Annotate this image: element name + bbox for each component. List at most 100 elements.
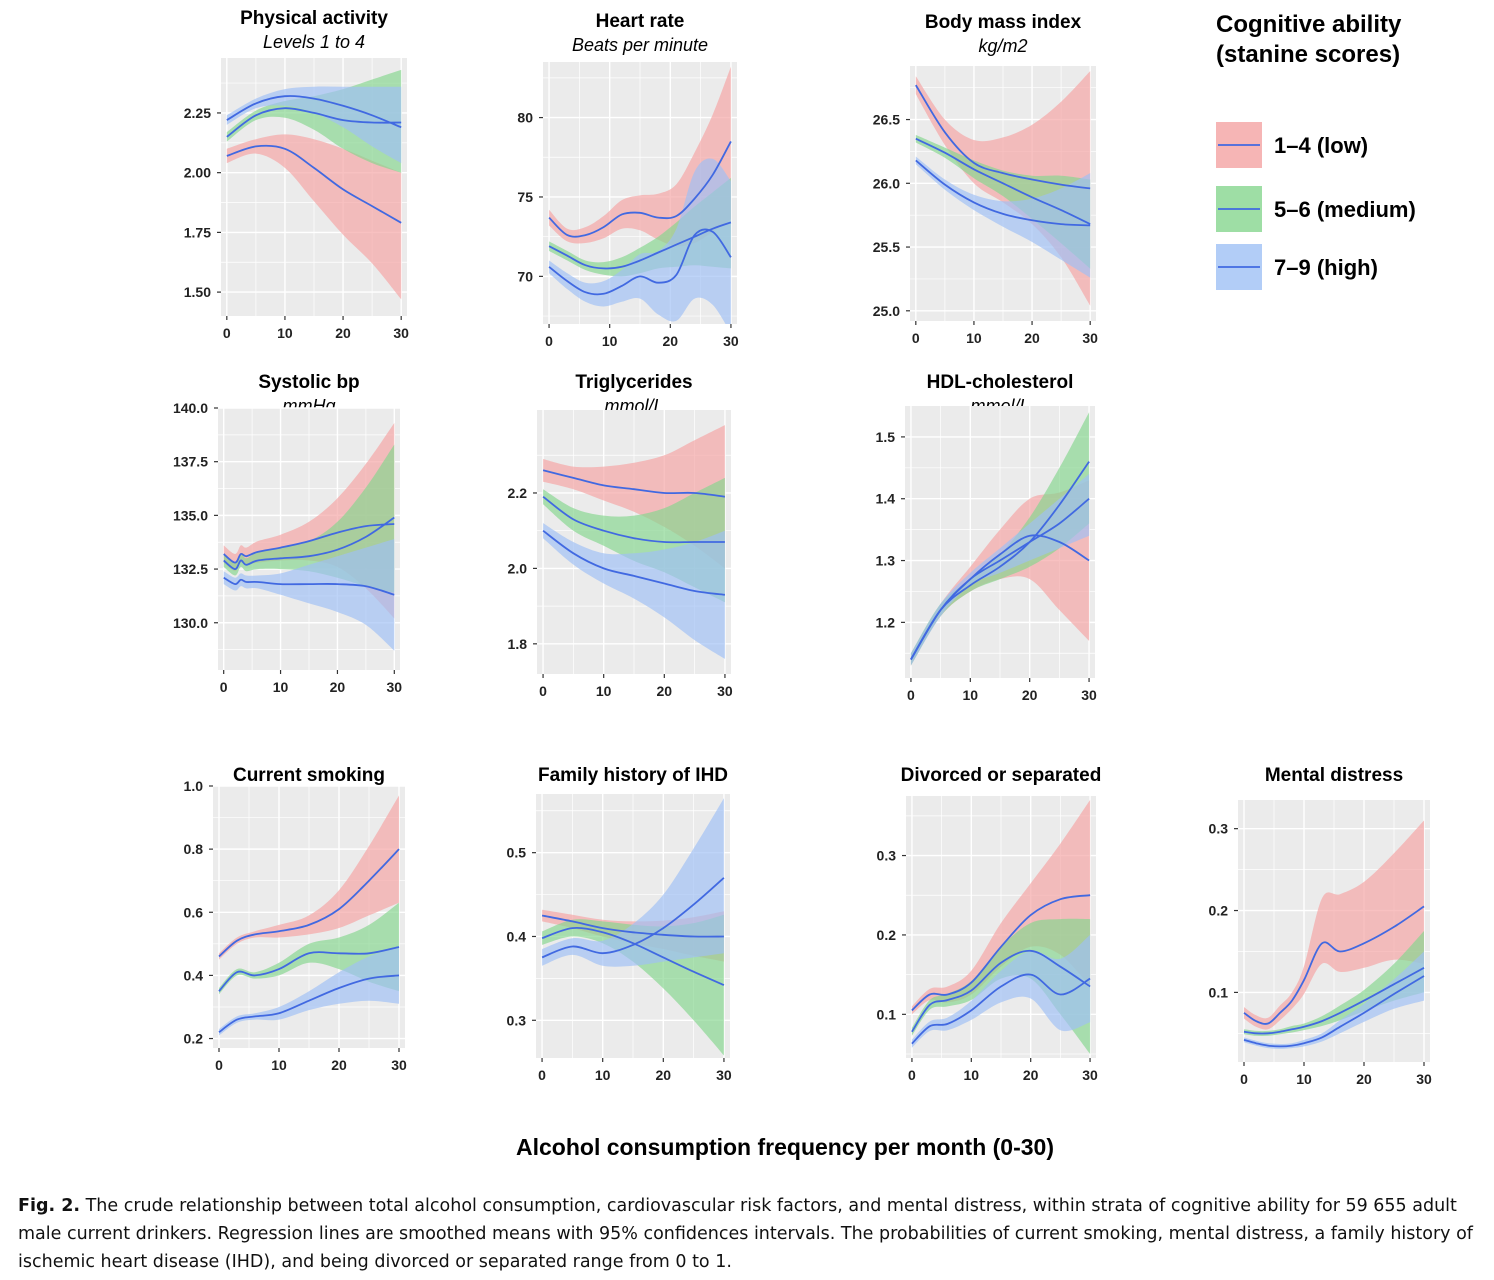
- y-tick-label: 2.25: [184, 105, 211, 121]
- panel-title: Mental distress: [1265, 765, 1403, 786]
- y-tick-label: 80: [517, 110, 533, 126]
- plot-area: [218, 795, 400, 1036]
- ci-band-low: [226, 134, 402, 300]
- ci-band-high: [543, 523, 725, 659]
- axis-ticks: 0 10 20 30 1.2 1.3 1.4 1.5: [876, 429, 1098, 703]
- x-tick-label: 30: [393, 325, 409, 341]
- x-tick-label: 20: [1024, 330, 1040, 346]
- ci-band-high: [223, 539, 395, 651]
- y-tick-label: 0.6: [184, 904, 204, 920]
- panel-current-smoking: Current smoking 0 10 20 30 0.2 0.4 0.6 0.8 1.0: [184, 765, 407, 1073]
- x-tick-label: 10: [271, 1057, 287, 1073]
- plot-area: [223, 423, 395, 651]
- y-tick-label: 25.0: [873, 303, 900, 319]
- mean-line-high: [542, 529, 726, 596]
- panel-subtitle: Beats per minute: [572, 35, 708, 55]
- x-tick-label: 0: [223, 325, 231, 341]
- y-tick-label: 0.1: [877, 1006, 897, 1022]
- x-tick-label: 30: [1082, 1067, 1098, 1083]
- x-tick-label: 20: [335, 325, 351, 341]
- y-tick-label: 0.3: [877, 848, 897, 864]
- mean-line-medium: [218, 946, 400, 992]
- panel-title: Systolic bp: [258, 372, 359, 393]
- legend-item: 1–4 (low): [1216, 122, 1368, 168]
- y-tick-label: 137.5: [173, 454, 208, 470]
- mean-line-medium: [1243, 967, 1425, 1035]
- x-tick-label: 30: [716, 1067, 732, 1083]
- x-tick-label: 10: [966, 330, 982, 346]
- y-tick-label: 1.8: [508, 636, 528, 652]
- mean-line-low: [548, 140, 732, 238]
- plot-area: [910, 412, 1090, 666]
- ci-band-low: [911, 800, 1091, 1015]
- caption-text: The crude relationship between total alc…: [18, 1196, 1473, 1272]
- x-tick-label: 30: [391, 1057, 407, 1073]
- mean-line-high: [911, 973, 1091, 1045]
- x-tick-label: 20: [1356, 1071, 1372, 1087]
- panel-title: HDL-cholesterol: [927, 372, 1074, 393]
- mean-line-medium: [911, 949, 1091, 1033]
- x-tick-label: 30: [1082, 330, 1098, 346]
- mean-line-medium: [548, 221, 732, 270]
- legend-item: 7–9 (high): [1216, 244, 1378, 290]
- mean-line-low: [541, 914, 724, 938]
- x-tick-label: 10: [277, 325, 293, 341]
- ci-band-low: [1244, 820, 1424, 1030]
- ci-band-high: [219, 947, 399, 1036]
- mean-line-high: [223, 576, 395, 596]
- x-tick-label: 20: [1022, 687, 1038, 703]
- legend-title-line1: Cognitive ability: [1216, 11, 1402, 38]
- panel-title: Body mass index: [925, 12, 1082, 33]
- y-tick-label: 135.0: [173, 507, 208, 523]
- x-tick-label: 30: [1416, 1071, 1432, 1087]
- legend-label: 1–4 (low): [1274, 133, 1368, 158]
- panel-divorced-or-separated: Divorced or separated 0 10 20 30 0.1 0.2 0.3: [877, 765, 1102, 1083]
- mean-line-low: [218, 848, 400, 958]
- y-tick-label: 1.4: [876, 491, 896, 507]
- x-tick-label: 30: [1081, 687, 1097, 703]
- y-tick-label: 0.3: [1209, 821, 1229, 837]
- x-tick-label: 10: [964, 1067, 980, 1083]
- y-tick-label: 0.4: [184, 967, 204, 983]
- y-tick-label: 2.0: [508, 560, 528, 576]
- x-tick-label: 30: [723, 333, 739, 349]
- y-tick-label: 0.2: [1209, 903, 1229, 919]
- mean-line-medium: [223, 516, 395, 571]
- legend-items: 1–4 (low) 5–6 (medium) 7–9 (high): [1216, 122, 1416, 290]
- axis-ticks: 0 10 20 30 0.2 0.4 0.6 0.8 1.0: [184, 778, 407, 1073]
- panel-mental-distress: Mental distress 0 10 20 30 0.1 0.2 0.3: [1209, 765, 1432, 1087]
- panel-subtitle: kg/m2: [978, 36, 1027, 56]
- ci-band-high: [910, 474, 1090, 666]
- plot-area: [915, 71, 1091, 306]
- y-tick-label: 0.3: [507, 1012, 527, 1028]
- y-tick-label: 0.8: [184, 841, 204, 857]
- mean-line-low: [223, 523, 395, 564]
- mean-line-high: [915, 159, 1091, 227]
- mean-line-high: [541, 877, 725, 959]
- mean-line-high: [548, 228, 732, 296]
- y-tick-label: 25.5: [873, 239, 900, 255]
- x-tick-label: 0: [907, 687, 915, 703]
- panels: Physical activity Levels 1 to 4 0 10 20 30 1.5…: [173, 8, 1432, 1087]
- y-tick-label: 1.5: [876, 429, 896, 445]
- panel-title: Triglycerides: [575, 372, 692, 393]
- panel-subtitle: Levels 1 to 4: [263, 32, 365, 52]
- axis-ticks: 0 10 20 30 1.50 1.75 2.00 2.25: [184, 105, 409, 341]
- x-tick-label: 20: [1023, 1067, 1039, 1083]
- x-tick-label: 20: [657, 683, 673, 699]
- ci-band-high: [226, 86, 402, 164]
- panel-title: Physical activity: [240, 8, 388, 29]
- mean-line-low: [915, 84, 1091, 190]
- y-tick-label: 26.5: [873, 112, 900, 128]
- ci-band-high: [542, 798, 724, 967]
- axis-ticks: 0 10 20 30 0.1 0.2 0.3: [1209, 821, 1432, 1087]
- panel-title: Family history of IHD: [538, 765, 728, 786]
- panel-title: Divorced or separated: [901, 765, 1102, 786]
- x-tick-label: 0: [539, 683, 547, 699]
- x-tick-label: 0: [545, 333, 553, 349]
- y-tick-label: 0.5: [507, 845, 527, 861]
